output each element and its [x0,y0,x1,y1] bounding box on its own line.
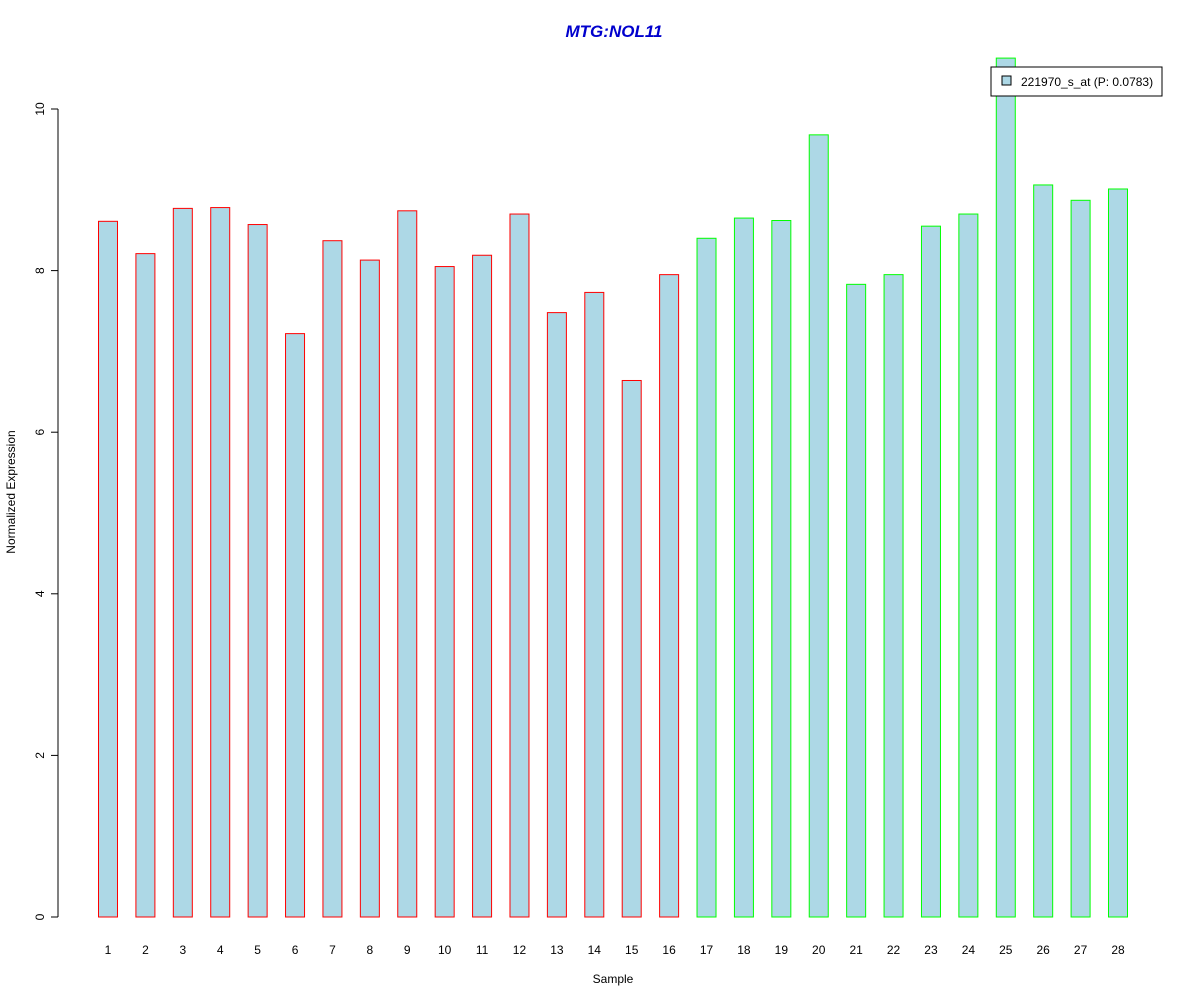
x-tick-label: 24 [962,943,976,957]
x-tick-label: 14 [588,943,602,957]
bar-sample-7 [322,240,343,918]
x-tick-label: 9 [404,943,411,957]
x-tick-label: 2 [142,943,149,957]
x-tick-label: 7 [329,943,336,957]
bar-sample-5 [247,224,268,918]
bar-sample-14 [584,291,605,918]
x-axis-label: Sample [593,972,634,986]
bar-sample-26 [1033,184,1054,918]
x-tick-label: 25 [999,943,1013,957]
x-tick-label: 22 [887,943,901,957]
bar-sample-4 [210,207,231,918]
bar-sample-13 [546,312,567,918]
x-tick-label: 27 [1074,943,1088,957]
x-tick-label: 15 [625,943,639,957]
bar-sample-20 [808,134,829,918]
bar-sample-23 [920,225,941,918]
bar-sample-6 [285,333,306,918]
legend-swatch [1001,75,1012,86]
bar-sample-27 [1070,199,1091,918]
y-tick-label: 8 [33,267,47,274]
bar-sample-17 [696,237,717,918]
bar-sample-10 [434,266,455,918]
bar-sample-8 [359,259,380,918]
chart-title: MTG:NOL11 [566,22,663,41]
legend-label: 221970_s_at (P: 0.0783) [1021,75,1153,89]
y-axis: 0 2 4 6 8 10 [33,102,59,920]
y-tick-label: 4 [33,590,47,597]
x-tick-label: 1 [105,943,112,957]
x-tick-label: 20 [812,943,826,957]
x-tick-label: 17 [700,943,714,957]
x-tick-label: 28 [1111,943,1125,957]
y-tick-label: 2 [33,752,47,759]
bar-sample-9 [397,210,418,918]
bar-sample-25 [995,57,1016,918]
legend-box [990,66,1163,97]
x-tick-label: 21 [849,943,863,957]
x-tick-label: 26 [1037,943,1051,957]
bars-group [98,57,1128,918]
x-tick-label: 23 [924,943,938,957]
x-tick-label: 11 [476,943,489,957]
legend: 221970_s_at (P: 0.0783) [990,66,1163,97]
x-tick-label: 5 [254,943,261,957]
x-tick-label: 13 [550,943,564,957]
x-tick-label: 8 [367,943,374,957]
bar-sample-15 [621,379,642,918]
x-tick-label: 19 [775,943,789,957]
bar-sample-3 [172,207,193,918]
x-tick-label: 16 [662,943,676,957]
x-tick-label: 6 [292,943,299,957]
bar-sample-2 [135,253,156,918]
bar-sample-21 [846,283,867,918]
x-tick-label: 4 [217,943,224,957]
x-tick-label: 10 [438,943,452,957]
bar-sample-12 [509,213,530,918]
x-tick-label: 18 [737,943,751,957]
bar-sample-28 [1108,188,1128,918]
bar-sample-1 [98,220,118,918]
bar-sample-22 [883,274,904,918]
bar-sample-11 [472,254,493,918]
x-tick-labels: 1 2 3 4 5 6 7 8 9 10 11 12 13 14 15 16 17 18 19 20 21 22 23 24 2… [105,943,1125,957]
bar-sample-18 [733,217,754,918]
x-tick-label: 12 [513,943,527,957]
x-tick-label: 3 [179,943,186,957]
bar-sample-24 [958,213,979,918]
y-tick-label: 0 [33,913,47,920]
bar-sample-16 [659,274,680,918]
y-axis-label: Normalized Expression [4,430,18,553]
y-tick-label: 6 [33,429,47,436]
y-tick-label: 10 [33,102,47,116]
bar-sample-19 [771,220,792,918]
